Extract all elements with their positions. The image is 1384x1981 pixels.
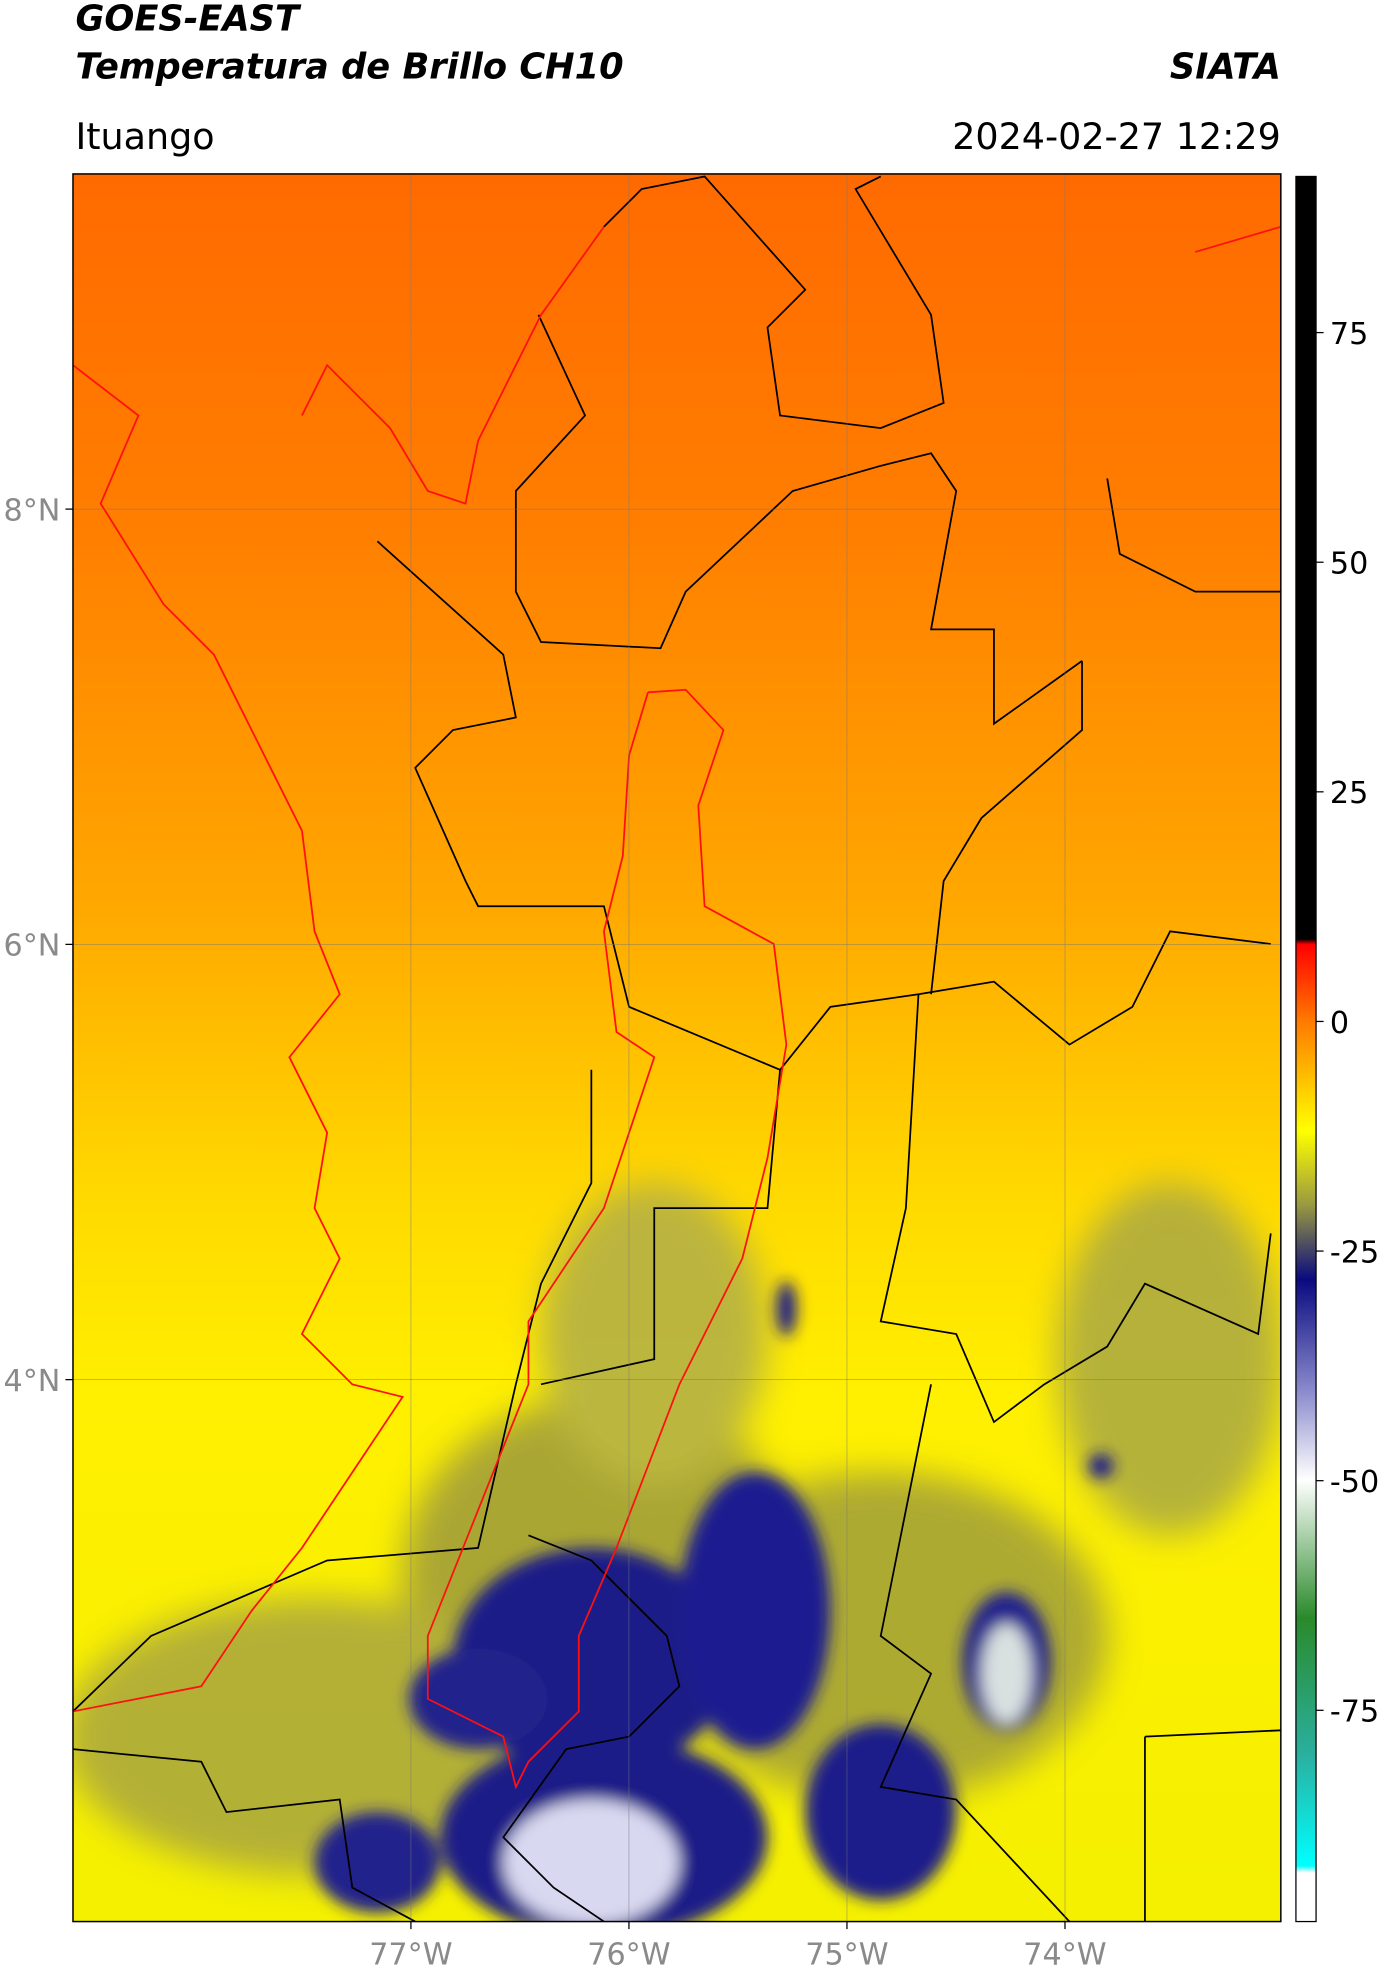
x-tick-label: 75°W	[805, 1937, 888, 1972]
x-tick-label: 74°W	[1023, 1937, 1106, 1972]
colorbar-tick-label: 0	[1330, 1006, 1349, 1041]
y-tick-label: 8°N	[4, 493, 61, 528]
y-tick-label: 6°N	[4, 929, 61, 964]
colorbar	[1295, 175, 1317, 1923]
colorbar-tick-label: 25	[1330, 776, 1368, 811]
colorbar-tick-label: -25	[1330, 1235, 1379, 1270]
map-frame	[72, 173, 1282, 1923]
source: SIATA	[1170, 46, 1281, 87]
datetime: 2024-02-27 12:29	[952, 115, 1281, 158]
colorbar-ticks: 75 50 25 0 -25 -50 -75	[1316, 317, 1379, 1730]
colorbar-tick-label: -75	[1330, 1695, 1379, 1730]
y-tick-label: 4°N	[4, 1364, 61, 1399]
location: Ituango	[75, 115, 214, 158]
subtitle: Temperatura de Brillo CH10	[75, 46, 623, 87]
colorbar-tick-label: -50	[1330, 1465, 1379, 1500]
title: GOES-EAST	[75, 0, 302, 40]
colorbar-tick-label: 50	[1330, 547, 1368, 582]
map-image	[72, 173, 1281, 1922]
x-tick-label: 77°W	[369, 1937, 452, 1972]
colorbar-tick-label: 75	[1330, 317, 1368, 352]
x-tick-label: 76°W	[587, 1937, 670, 1972]
grid: 77°W 76°W 75°W 74°W 8°N 6°N 4°N	[4, 173, 1281, 1972]
